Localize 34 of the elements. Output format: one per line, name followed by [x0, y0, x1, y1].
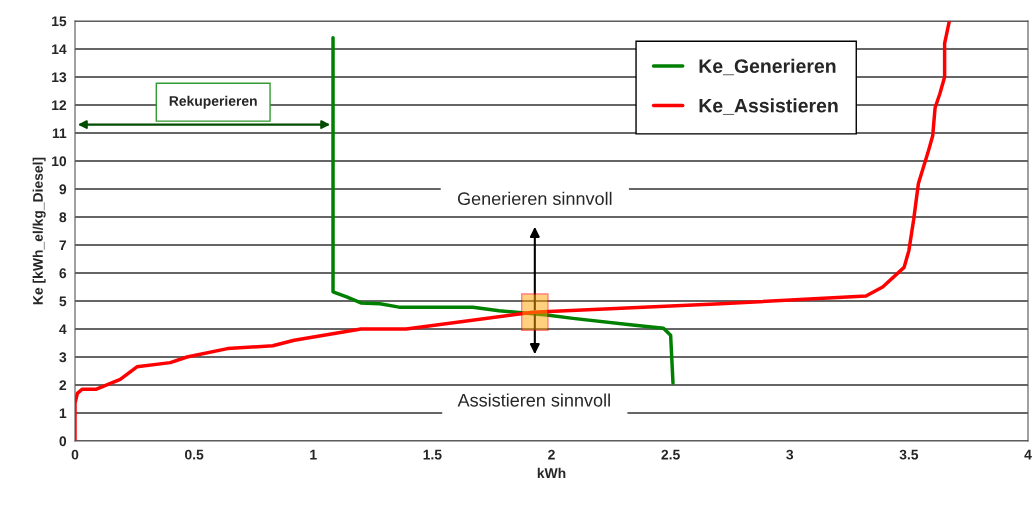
x-axis-title: kWh: [537, 467, 566, 478]
x-tick-label: 3.5: [899, 449, 919, 460]
x-tick-label: 0.5: [185, 449, 204, 460]
x-tick-label: 1.5: [423, 449, 442, 460]
annotation: Assistieren sinnvoll: [457, 393, 610, 407]
y-tick-label: 7: [59, 240, 67, 251]
y-tick-label: 14: [52, 44, 67, 55]
y-tick-label: 8: [59, 212, 67, 223]
y-tick-label: 15: [52, 16, 67, 27]
x-tick-label: 3: [786, 449, 794, 460]
y-axis-title: Ke [kWh_el/kg_Diesel]: [32, 157, 46, 305]
annotation: Generieren sinnvoll: [457, 191, 612, 206]
y-tick-label: 2: [59, 380, 67, 391]
x-tick-label: 2.5: [661, 449, 680, 460]
line-series: [75, 21, 952, 441]
x-tick-label: 0: [71, 449, 79, 460]
y-tick-label: 6: [59, 268, 67, 279]
x-tick-label: 4: [1024, 449, 1032, 460]
y-tick-label: 13: [52, 72, 67, 83]
line-series: [331, 36, 675, 385]
y-tick-label: 4: [59, 324, 67, 335]
y-tick-label: 10: [52, 156, 67, 167]
y-tick-label: 9: [59, 184, 67, 195]
y-tick-label: 12: [52, 100, 67, 111]
y-tick-label: 5: [59, 296, 67, 307]
x-tick-label: 2: [548, 449, 555, 460]
annotation: Rekuperieren: [169, 95, 257, 109]
y-tick-label: 3: [59, 352, 67, 363]
y-tick-label: 0: [59, 436, 67, 447]
x-tick-label: 1: [310, 449, 317, 460]
legend-label: Ke_Generieren: [699, 58, 836, 76]
y-tick-label: 11: [52, 128, 67, 139]
y-tick-label: 1: [59, 408, 67, 419]
legend-label: Ke_Assistieren: [699, 98, 838, 115]
